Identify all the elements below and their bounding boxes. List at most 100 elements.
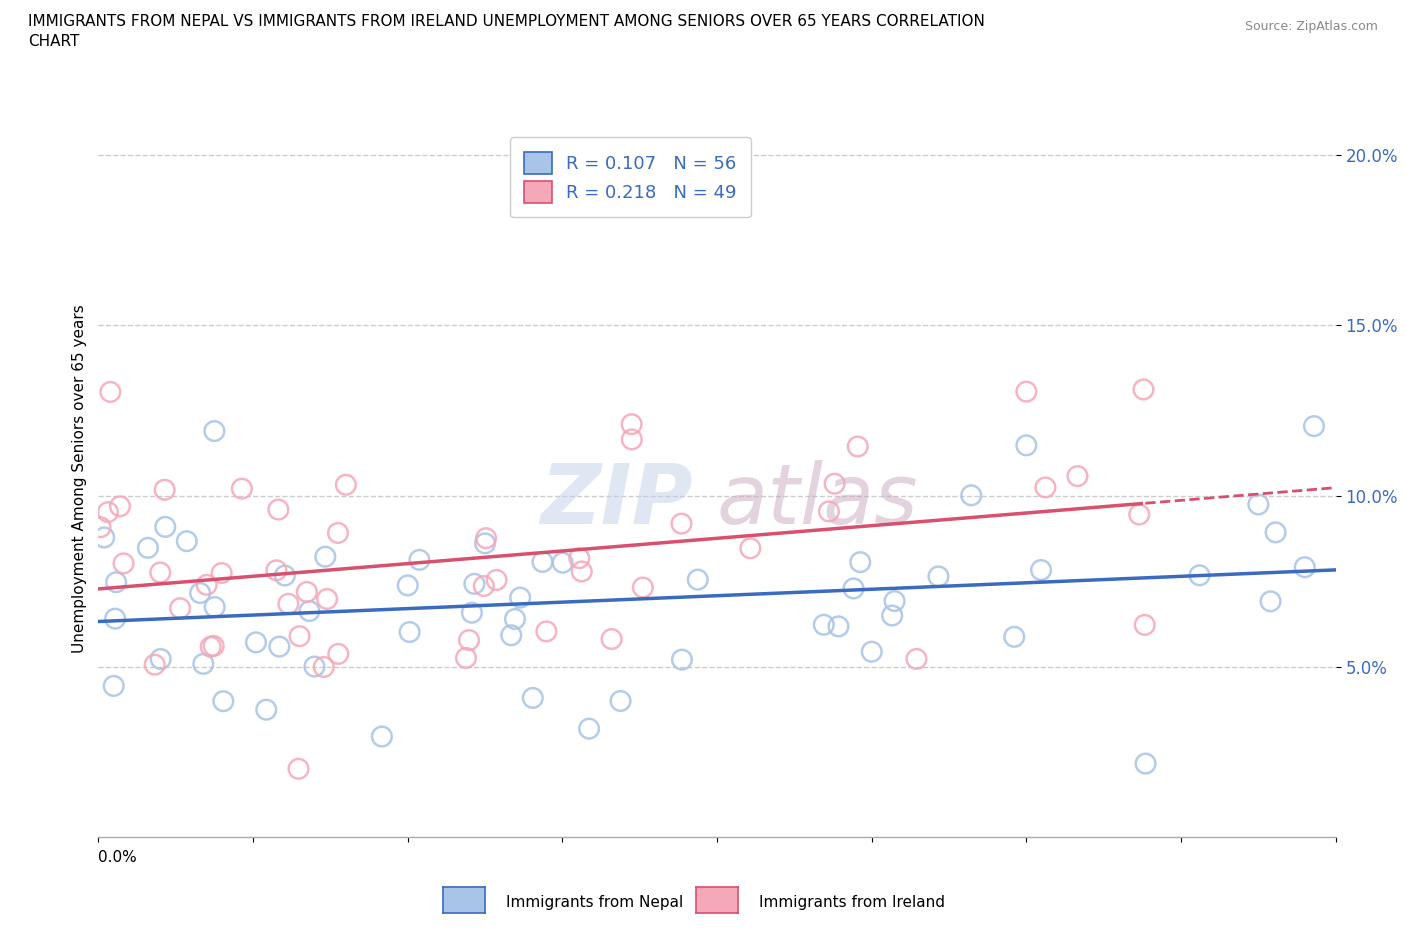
Point [97, 505, 120, 520]
Point [536, 624, 558, 639]
Point [105, 575, 128, 590]
Point [740, 541, 762, 556]
Point [254, 702, 277, 717]
Point [176, 534, 198, 549]
Point [671, 652, 693, 667]
Point [1294, 560, 1316, 575]
Point [112, 556, 135, 571]
Point [1002, 630, 1025, 644]
Point [475, 531, 498, 546]
Point [849, 554, 872, 569]
Point [202, 424, 225, 439]
Point [155, 520, 177, 535]
Point [1260, 594, 1282, 609]
Point [408, 552, 430, 567]
Point [245, 635, 267, 650]
Point [202, 639, 225, 654]
Point [335, 477, 357, 492]
Text: ZIP: ZIP [540, 460, 692, 541]
Text: atlas: atlas [717, 460, 918, 541]
Point [104, 611, 127, 626]
Point [454, 650, 477, 665]
Point [522, 690, 544, 705]
Point [396, 578, 419, 592]
Point [298, 604, 321, 618]
Point [1264, 525, 1286, 539]
Point [620, 417, 643, 432]
Point [149, 565, 172, 580]
Point [600, 631, 623, 646]
Point [1247, 497, 1270, 512]
Point [620, 432, 643, 447]
Text: 0.0%: 0.0% [98, 850, 138, 865]
Point [136, 540, 159, 555]
Point [827, 619, 849, 634]
Point [1015, 384, 1038, 399]
Point [312, 659, 335, 674]
Point [686, 572, 709, 587]
Point [472, 578, 495, 593]
Point [169, 601, 191, 616]
Point [474, 536, 496, 551]
Point [842, 581, 865, 596]
Point [501, 628, 523, 643]
Point [204, 600, 226, 615]
Point [671, 516, 693, 531]
Text: Source: ZipAtlas.com: Source: ZipAtlas.com [1244, 20, 1378, 33]
Point [149, 652, 172, 667]
Y-axis label: Unemployment Among Seniors over 65 years: Unemployment Among Seniors over 65 years [72, 305, 87, 653]
Point [108, 498, 131, 513]
Point [860, 644, 883, 659]
Point [846, 439, 869, 454]
Point [609, 694, 631, 709]
Point [485, 573, 508, 588]
Point [212, 694, 235, 709]
Text: Immigrants from Nepal: Immigrants from Nepal [506, 895, 683, 910]
Point [882, 608, 904, 623]
Point [551, 555, 574, 570]
Point [326, 525, 349, 540]
Point [578, 721, 600, 736]
Point [1132, 382, 1154, 397]
Point [1029, 563, 1052, 578]
Legend: R = 0.107   N = 56, R = 0.218   N = 49: R = 0.107 N = 56, R = 0.218 N = 49 [510, 137, 751, 218]
Point [398, 625, 420, 640]
Point [1188, 568, 1211, 583]
Point [304, 659, 326, 674]
Point [818, 504, 841, 519]
Point [267, 502, 290, 517]
Point [824, 476, 846, 491]
Point [288, 629, 311, 644]
Point [531, 554, 554, 569]
Point [1035, 480, 1057, 495]
Point [269, 639, 291, 654]
Point [90, 520, 112, 535]
Point [316, 591, 339, 606]
Text: Immigrants from Ireland: Immigrants from Ireland [759, 895, 945, 910]
Point [461, 605, 484, 620]
Point [314, 550, 336, 565]
Point [295, 585, 318, 600]
Point [463, 577, 485, 591]
Point [93, 530, 115, 545]
Point [503, 612, 526, 627]
Point [193, 657, 215, 671]
Text: CHART: CHART [28, 34, 80, 49]
Point [631, 580, 654, 595]
Point [143, 658, 166, 672]
Point [568, 551, 591, 565]
Point [1135, 756, 1157, 771]
Point [458, 632, 481, 647]
Point [883, 593, 905, 608]
Point [813, 618, 835, 632]
Point [509, 591, 531, 605]
Point [153, 483, 176, 498]
Point [1015, 438, 1038, 453]
Point [103, 679, 125, 694]
Point [1303, 418, 1326, 433]
Point [1133, 618, 1156, 632]
Point [200, 639, 222, 654]
Point [266, 563, 288, 578]
Point [231, 481, 253, 496]
Point [287, 762, 309, 777]
